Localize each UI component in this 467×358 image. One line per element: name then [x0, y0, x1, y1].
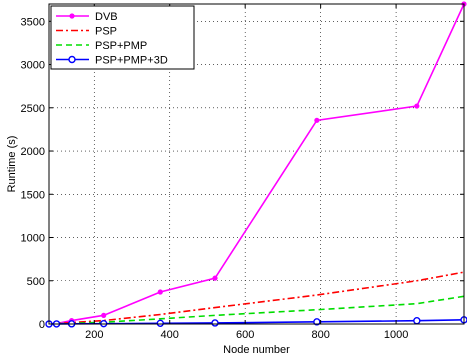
- axis-ticks: 200 400 600 800 1000 0 500 1000 1500 2000 2500 3000…: [21, 4, 464, 341]
- grid-lines: [49, 4, 464, 325]
- y-tick-label: 1000: [21, 233, 45, 245]
- legend: DVB PSP PSP+PMP PSP+PMP+3D: [50, 5, 195, 70]
- data-point-psp-pmp-3d: [156, 319, 164, 328]
- legend-label-psp-pmp-3d: PSP+PMP+3D: [95, 55, 168, 67]
- legend-label-psp-pmp: PSP+PMP: [95, 40, 147, 52]
- series-line-psp: [48, 271, 465, 325]
- y-tick-label: 1500: [21, 189, 45, 201]
- x-tick-label: 800: [311, 329, 329, 341]
- data-point-dvb: [212, 275, 218, 281]
- y-tick-label: 0: [39, 319, 45, 331]
- y-tick-label: 3000: [21, 60, 45, 72]
- y-axis-label: Runtime (s): [6, 136, 18, 193]
- x-axis-label: Node number: [223, 344, 290, 356]
- plot-area-frame: [48, 3, 465, 325]
- y-tick-label: 2500: [21, 103, 45, 115]
- legend-marker-psp-pmp-3d: [68, 55, 76, 64]
- legend-label-psp: PSP: [95, 26, 117, 38]
- x-tick-label: 400: [161, 329, 179, 341]
- series-psp: [48, 271, 465, 325]
- data-point-dvb: [414, 103, 420, 109]
- data-point-dvb: [157, 289, 163, 295]
- data-point-dvb: [101, 312, 107, 318]
- data-point-psp-pmp-3d: [313, 318, 321, 326]
- legend-marker-dvb: [69, 13, 75, 19]
- legend-label-dvb: DVB: [95, 11, 118, 23]
- data-point-psp-pmp-3d: [211, 319, 219, 327]
- x-tick-label: 200: [85, 329, 103, 341]
- y-tick-label: 500: [27, 276, 45, 288]
- y-tick-label: 3500: [21, 16, 45, 28]
- y-tick-label: 2000: [21, 146, 45, 158]
- data-point-dvb: [314, 117, 320, 123]
- x-tick-label: 600: [236, 329, 254, 341]
- x-tick-label: 1000: [384, 329, 408, 341]
- data-point-psp-pmp-3d: [413, 317, 421, 325]
